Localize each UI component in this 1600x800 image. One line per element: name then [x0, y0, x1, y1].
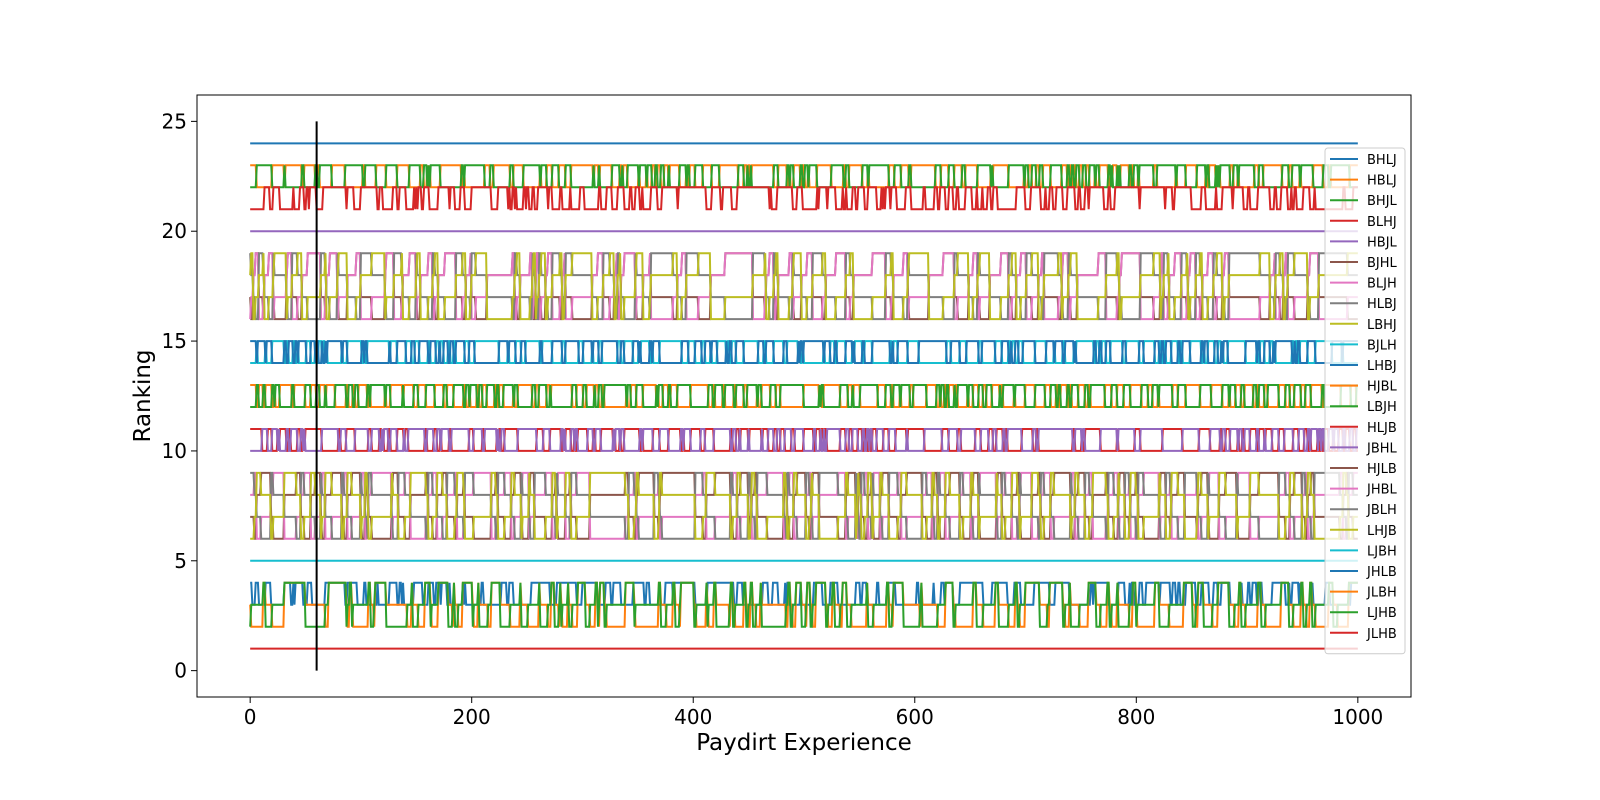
series-line-hblj [250, 164, 1358, 189]
series-line-bljh [249, 252, 1358, 321]
legend-label: BJHL [1367, 256, 1398, 271]
series-line-blhj [250, 186, 1358, 211]
series-line-jbhl [250, 427, 1358, 452]
legend-label: HBLJ [1367, 174, 1397, 189]
y-tick-label: 5 [174, 549, 187, 573]
series-line-bjlh [250, 340, 1358, 365]
legend-label: BJLH [1367, 338, 1397, 353]
legend-label: BLJH [1367, 277, 1397, 292]
x-tick-label: 800 [1117, 705, 1155, 729]
legend-label: HBJL [1367, 235, 1398, 250]
legend-label: LJBH [1367, 544, 1397, 559]
x-tick-label: 600 [896, 705, 934, 729]
series-line-ljhb [249, 581, 1358, 628]
series-line-jlbh [249, 581, 1358, 628]
x-tick-label: 1000 [1332, 705, 1383, 729]
y-tick-label: 15 [162, 329, 187, 353]
x-tick-label: 400 [674, 705, 712, 729]
series-line-bhjl [250, 164, 1358, 189]
series-line-hjlb [250, 471, 1358, 540]
series-line-lhbj [250, 340, 1358, 365]
series-line-lbjh [250, 384, 1358, 408]
y-tick-label: 25 [162, 109, 187, 133]
legend-label: JHBL [1366, 483, 1398, 498]
legend-label: LJHB [1367, 606, 1397, 621]
legend-label: JBHL [1366, 441, 1398, 456]
legend-label: BLHJ [1367, 215, 1397, 230]
legend-label: BHJL [1367, 194, 1398, 209]
legend: BHLJ HBLJ BHJL BLHJ HBJL BJHL BLJH HLBJ LBHJ BJLH… [1324, 147, 1406, 655]
x-tick-label: 200 [453, 705, 491, 729]
legend-label: JBLH [1366, 503, 1397, 518]
y-tick-label: 10 [162, 439, 187, 463]
legend-label: JHLB [1366, 565, 1397, 580]
series-line-jblh [250, 471, 1358, 540]
legend-label: HLBJ [1367, 297, 1397, 312]
y-axis-label: Ranking [130, 349, 156, 442]
legend-box [1324, 147, 1406, 655]
legend-label: HLJB [1367, 421, 1397, 436]
legend-label: LHBJ [1367, 359, 1397, 374]
series-line-lbhj [249, 252, 1358, 321]
legend-label: LBHJ [1367, 318, 1397, 333]
plot-frame [196, 94, 1412, 698]
legend-label: JLHB [1366, 627, 1397, 642]
plot-lines [249, 142, 1358, 650]
legend-label: HJLB [1367, 462, 1397, 477]
series-line-jhbl [250, 471, 1358, 540]
series-line-lhjb [250, 471, 1358, 540]
x-tick-label: 0 [244, 705, 257, 729]
y-tick-label: 0 [174, 659, 187, 683]
x-axis-ticks: 0 200 400 600 800 1000 [244, 697, 1383, 729]
legend-label: JLBH [1366, 586, 1397, 601]
x-axis-label: Paydirt Experience [696, 730, 912, 756]
legend-label: LHJB [1367, 524, 1397, 539]
y-tick-label: 20 [162, 219, 187, 243]
series-line-hljb [250, 427, 1358, 452]
legend-label: BHLJ [1367, 153, 1397, 168]
y-axis-ticks: 0 5 10 15 20 25 [162, 109, 197, 683]
legend-label: HJBL [1367, 380, 1398, 395]
legend-label: LBJH [1367, 400, 1397, 415]
